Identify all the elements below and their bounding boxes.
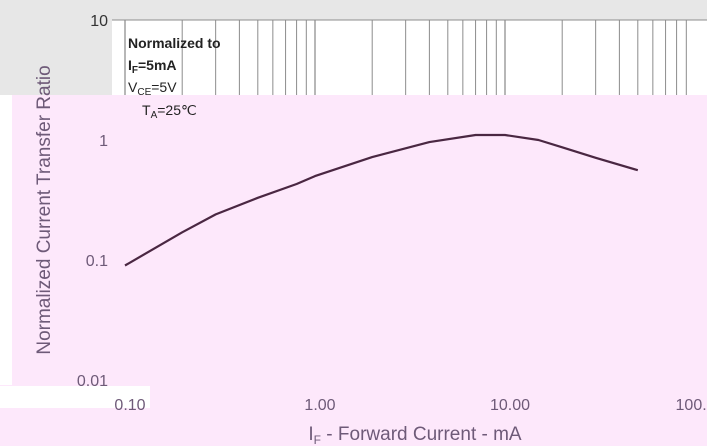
annotation-line-3: VCE=5V <box>128 79 177 98</box>
y-axis-label: Normalized Current Transfer Ratio <box>34 65 55 354</box>
annotation-line-4: TA=25℃ <box>142 102 197 121</box>
x-axis-label: IF - Forward Current - mA <box>308 424 522 446</box>
overlay-margin-bottom <box>0 386 150 408</box>
x-tick-label: 10.00 <box>490 397 530 414</box>
y-axis-label-text: Normalized Current Transfer Ratio <box>34 65 55 354</box>
y-tick-label: 10 <box>90 13 108 30</box>
overlay-margin-left <box>0 95 12 385</box>
y-tick-label: 0.1 <box>86 253 108 270</box>
x-axis-label-i: I <box>308 424 313 445</box>
annotation: Normalized to IF=5mA VCE=5V TA=25℃ <box>128 35 221 121</box>
y-tick-label: 0.01 <box>77 373 108 390</box>
x-axis-label-rest: - Forward Current - mA <box>321 424 522 445</box>
series-line-0 <box>124 133 639 267</box>
tick-labels: 0.01 0.1 1 10 0.10 1.00 10.00 100.00 <box>77 13 707 414</box>
annotation-line-1: Normalized to <box>128 35 221 51</box>
grid <box>112 19 707 95</box>
x-tick-label: 100.00 <box>676 397 707 414</box>
annotation-line-2: IF=5mA <box>128 57 177 76</box>
x-tick-label: 0.10 <box>114 397 145 414</box>
y-tick-label: 1 <box>99 133 108 150</box>
series-layer <box>124 133 639 267</box>
x-tick-label: 1.00 <box>304 397 335 414</box>
x-axis-label-sub: F <box>314 433 321 446</box>
